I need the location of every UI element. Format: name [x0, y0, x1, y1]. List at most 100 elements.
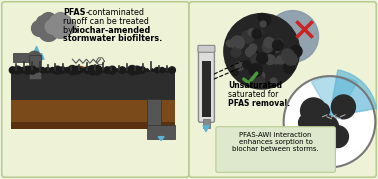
Circle shape [100, 68, 104, 72]
Circle shape [61, 20, 76, 34]
Text: PFAS: PFAS [64, 8, 86, 17]
Text: -contaminated: -contaminated [85, 8, 144, 17]
Circle shape [270, 78, 277, 85]
Circle shape [258, 13, 266, 21]
Circle shape [273, 40, 283, 50]
Circle shape [284, 52, 297, 66]
Circle shape [53, 13, 68, 27]
Circle shape [28, 51, 42, 65]
Text: PFAS removal.: PFAS removal. [228, 99, 290, 108]
Circle shape [284, 63, 294, 73]
Bar [12, 53, 34, 62]
Circle shape [36, 68, 40, 72]
Circle shape [40, 13, 56, 28]
Circle shape [251, 54, 261, 64]
Circle shape [274, 47, 279, 52]
Circle shape [40, 67, 45, 73]
Circle shape [246, 48, 255, 57]
Bar [11, 100, 175, 124]
Circle shape [281, 49, 294, 62]
Circle shape [116, 69, 119, 71]
Circle shape [50, 21, 65, 36]
Circle shape [265, 55, 275, 64]
Circle shape [232, 70, 238, 76]
FancyBboxPatch shape [2, 2, 189, 177]
Circle shape [9, 67, 16, 73]
Text: stormwater biofilters.: stormwater biofilters. [64, 34, 163, 43]
Circle shape [133, 66, 141, 74]
Circle shape [81, 68, 84, 72]
Circle shape [286, 51, 294, 60]
Circle shape [146, 69, 149, 71]
Circle shape [251, 51, 259, 59]
Circle shape [260, 21, 266, 27]
Circle shape [235, 62, 244, 70]
Circle shape [39, 21, 59, 41]
Circle shape [243, 61, 251, 68]
Circle shape [257, 53, 268, 64]
Circle shape [169, 67, 175, 73]
Circle shape [251, 69, 264, 82]
Circle shape [308, 125, 327, 145]
Bar [11, 122, 175, 129]
Bar [11, 70, 175, 102]
Circle shape [54, 66, 62, 74]
Circle shape [59, 15, 71, 28]
Circle shape [50, 15, 62, 28]
Polygon shape [34, 46, 39, 52]
Circle shape [88, 66, 97, 75]
Circle shape [262, 42, 273, 52]
Circle shape [68, 66, 77, 75]
Circle shape [14, 66, 22, 74]
Circle shape [316, 116, 338, 138]
Circle shape [253, 67, 261, 75]
Polygon shape [81, 66, 87, 71]
Bar [202, 61, 211, 117]
Circle shape [276, 56, 285, 64]
FancyBboxPatch shape [189, 2, 376, 177]
Circle shape [235, 44, 240, 48]
Wedge shape [330, 70, 376, 117]
Circle shape [249, 64, 262, 77]
Circle shape [288, 53, 296, 61]
FancyBboxPatch shape [198, 48, 214, 122]
Circle shape [301, 98, 327, 124]
Circle shape [299, 114, 316, 132]
Circle shape [284, 76, 375, 167]
Circle shape [257, 30, 262, 35]
Circle shape [50, 67, 55, 73]
Circle shape [139, 67, 146, 73]
Wedge shape [311, 76, 357, 122]
Circle shape [125, 68, 129, 72]
Text: saturated for: saturated for [228, 90, 278, 99]
Circle shape [274, 59, 279, 64]
Bar [147, 99, 161, 127]
Circle shape [32, 21, 48, 36]
Circle shape [155, 67, 160, 73]
Circle shape [29, 66, 37, 74]
Circle shape [46, 16, 60, 30]
Polygon shape [203, 126, 209, 132]
Circle shape [226, 40, 233, 47]
Polygon shape [39, 53, 44, 59]
Circle shape [285, 53, 297, 65]
Circle shape [84, 67, 91, 73]
Circle shape [20, 67, 25, 73]
Circle shape [248, 29, 255, 36]
Circle shape [23, 66, 32, 74]
Text: runoff can be treated: runoff can be treated [64, 17, 149, 26]
Circle shape [165, 68, 169, 72]
Text: biochar-amended: biochar-amended [71, 25, 151, 35]
Bar [29, 55, 40, 79]
Circle shape [73, 66, 81, 74]
Circle shape [273, 39, 283, 48]
Circle shape [253, 75, 265, 87]
Circle shape [264, 37, 274, 48]
Circle shape [270, 49, 275, 54]
Circle shape [267, 11, 319, 62]
Circle shape [151, 69, 153, 71]
Circle shape [51, 21, 70, 38]
Text: by: by [64, 25, 76, 35]
Circle shape [108, 66, 116, 74]
Circle shape [37, 16, 51, 30]
